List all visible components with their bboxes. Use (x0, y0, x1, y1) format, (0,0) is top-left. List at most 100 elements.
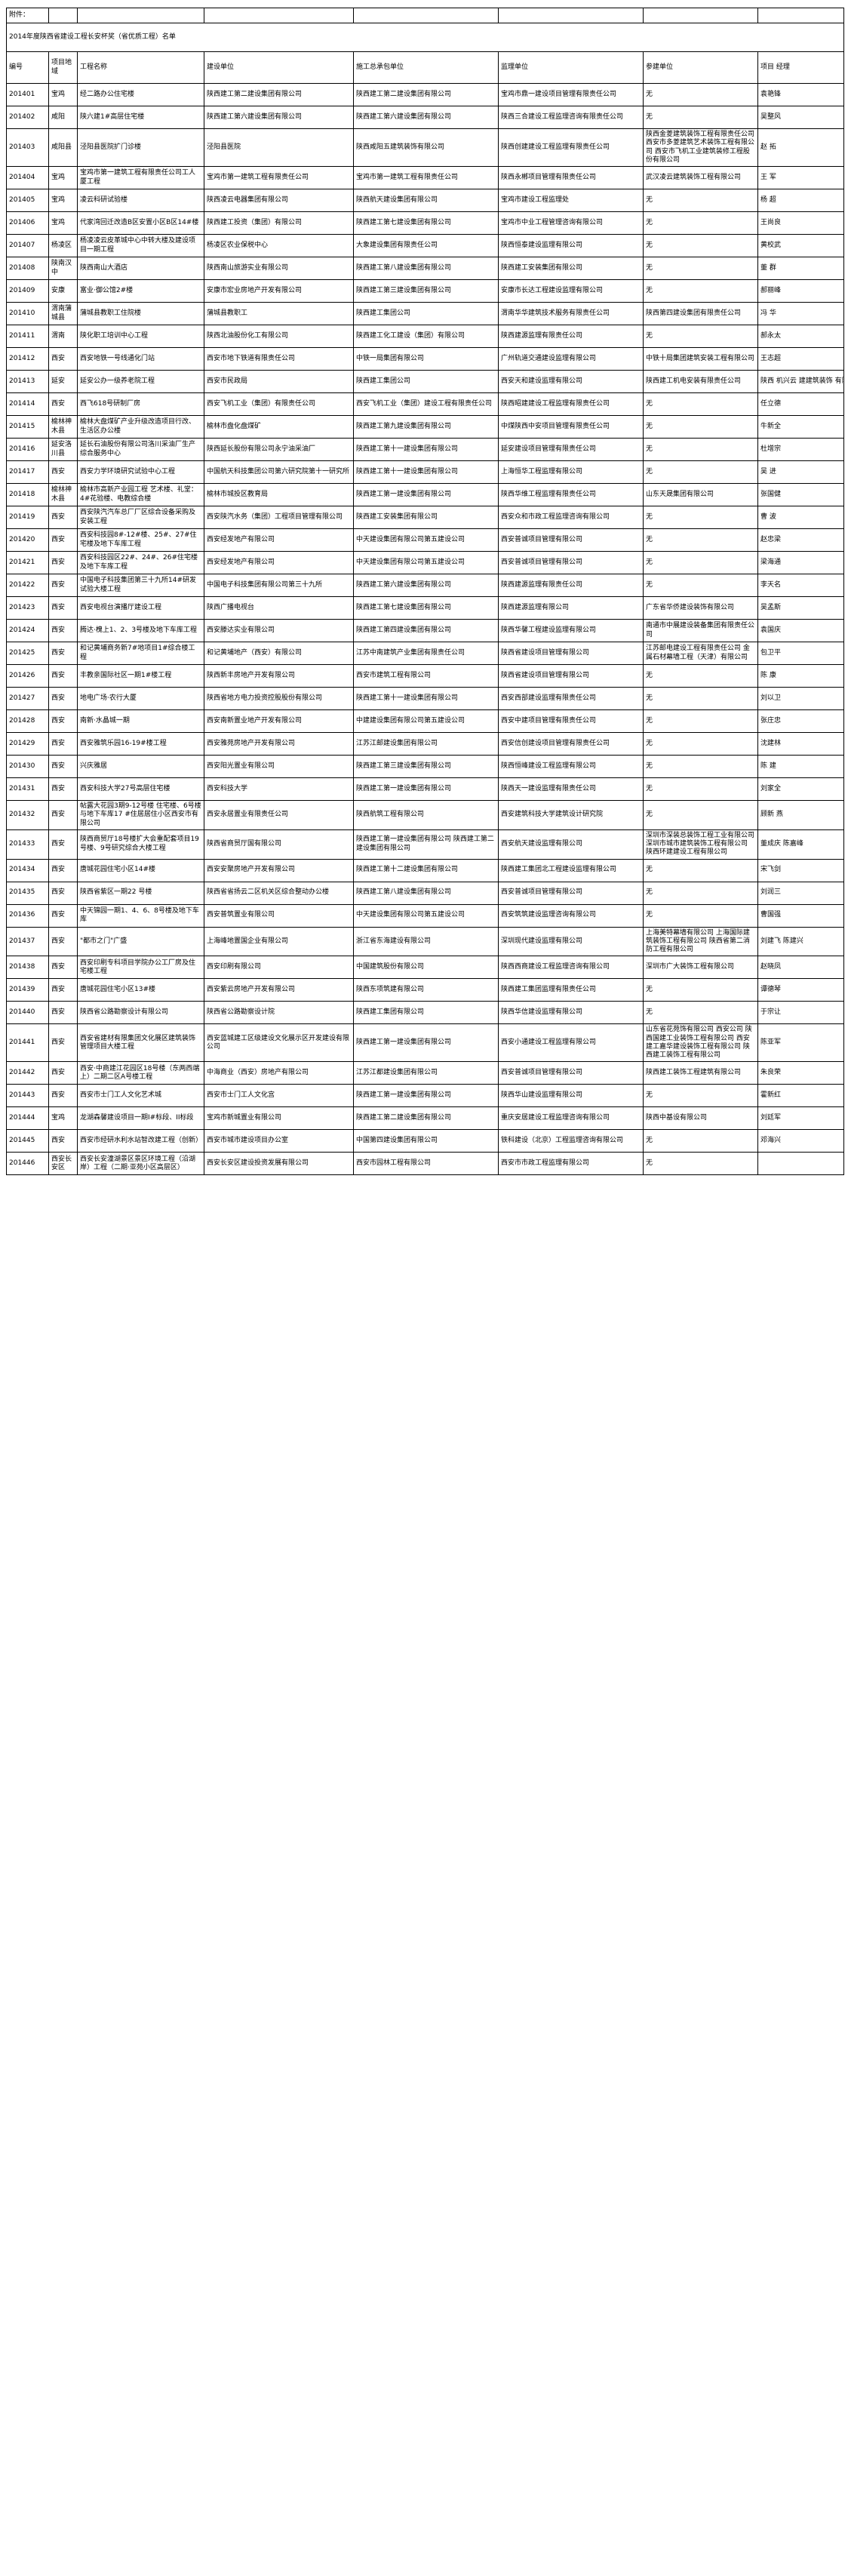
cell-region: 西安 (48, 551, 78, 574)
attachment-label: 附件： (6, 8, 49, 23)
cell-joint-unit: 无 (643, 858, 758, 882)
cell-supervisor: 宝鸡市鼎一建设项目管理有限责任公司 (498, 83, 644, 106)
table-row: 201409 安康 富业·御公馆2#楼 安康市宏业房地产开发有限公司 陕西建工第三建设集… (6, 279, 844, 303)
cell-manager: 董 群 (757, 257, 844, 280)
cell-manager: 霍新红 (757, 1084, 844, 1108)
cell-build-unit: 西安长安区建设投资发展有限公司 (204, 1152, 354, 1176)
cell-manager: 郝永太 (757, 325, 844, 348)
cell-supervisor: 西安市市政工程监理有限公司 (498, 1152, 644, 1176)
cell-build-unit: 西安陕汽水务（集团）工程项目管理有限公司 (204, 506, 354, 529)
cell-region: 咸阳县 (48, 128, 78, 167)
cell-contractor: 浙江省东海建设有限公司 (353, 926, 499, 957)
cell-joint-unit: 无 (643, 83, 758, 106)
cell-joint-unit: 无 (643, 1152, 758, 1176)
cell-supervisor: 重庆安居建设工程监理咨询有限公司 (498, 1106, 644, 1131)
cell-code: 201408 (6, 257, 49, 280)
cell-code: 201433 (6, 829, 49, 860)
table-row: 201439 西安 唐城花园住宅小区13#楼 西安紫云房地产开发有限公司 陕西东项筑建有… (6, 978, 844, 1002)
table-row: 201425 西安 和记黄埔商务新7#地项目1#综合楼工程 和记黄埔地产（西安）有限公… (6, 642, 844, 665)
cell-joint-unit: 无 (643, 1129, 758, 1153)
cell-region: 杨凌区 (48, 234, 78, 257)
cell-region: 西安 (48, 528, 78, 552)
table-row: 201422 西安 中国电子科技集团第三十九所14#研发试验大楼工程 中国电子科技集团… (6, 574, 844, 597)
cell-region: 西安 (48, 881, 78, 905)
cell-contractor: 陕西建工第七建设集团有限公司 (353, 596, 499, 620)
cell-project-name: 西安科技大学27号高层住宅楼 (77, 777, 204, 801)
cell-code: 201413 (6, 370, 49, 393)
cell-code: 201415 (6, 415, 49, 439)
award-list-table: 附件： 2014年度陕西省建设工程长安杯奖（省优质工程）名单 编号 项目地域 工… (6, 8, 844, 1176)
cell-build-unit: 杨凌区农业保税中心 (204, 234, 354, 257)
table-row: 201434 西安 唐城花园住宅小区14#楼 西安安聚房地产开发有限公司 陕西建工第十二… (6, 858, 844, 882)
cell-project-name: 陕西省紫区一期22 号楼 (77, 881, 204, 905)
cell-joint-unit: 无 (643, 279, 758, 303)
cell-code: 201427 (6, 687, 49, 710)
table-row: 201406 宝鸡 代家湾回迁改造B区安置小区B区14#楼 陕西建工投资（集团）有限公… (6, 211, 844, 235)
cell-contractor: 陕西航天建设集团有限公司 (353, 189, 499, 212)
cell-project-name: 榆林市高新产业园工程 艺术楼、礼堂：4#花验楼、电教综合楼 (77, 483, 204, 506)
title-row: 2014年度陕西省建设工程长安杯奖（省优质工程）名单 (6, 23, 844, 52)
cell-joint-unit: 南通市中展建设装备集团有限责任公司 (643, 619, 758, 642)
cell-region: 西安 (48, 1023, 78, 1063)
cell-manager: 冯 华 (757, 302, 844, 325)
cell-code: 201423 (6, 596, 49, 620)
cell-contractor: 陕西建工第三建设集团有限公司 (353, 279, 499, 303)
cell-code: 201440 (6, 1001, 49, 1025)
cell-supervisor: 陕西省建设项目管理有限公司 (498, 642, 644, 665)
cell-manager: 黄校武 (757, 234, 844, 257)
cell-manager: 吴孟斯 (757, 596, 844, 620)
cell-manager: 宋飞剑 (757, 858, 844, 882)
cell-manager: 陕西 机兴云 建建筑装饰 有限公司 (757, 370, 844, 393)
cell-build-unit: 中国电子科技集团有限公司第三十九所 (204, 574, 354, 597)
cell-region: 西安 (48, 709, 78, 733)
attachment-blank-5 (498, 8, 644, 23)
cell-build-unit: 西安滕达实业有限公司 (204, 619, 354, 642)
cell-supervisor: 陕西创建建设工程监理有限责任公司 (498, 128, 644, 167)
cell-code: 201435 (6, 881, 49, 905)
cell-region: 西安 (48, 755, 78, 778)
table-row: 201414 西安 西飞618号研制厂房 西安飞机工业（集团）有限责任公司 西安飞机工业… (6, 392, 844, 416)
cell-manager: 张庄忠 (757, 709, 844, 733)
cell-code: 201431 (6, 777, 49, 801)
cell-manager: 袁艳锋 (757, 83, 844, 106)
table-row: 201404 宝鸡 宝鸡市第一建筑工程有限责任公司工人厦工程 宝鸡市第一建筑工程有限责… (6, 166, 844, 189)
table-row: 201424 西安 腾达·槐上1、2、3号楼及地下车库工程 西安滕达实业有限公司 陕西建… (6, 619, 844, 642)
table-row: 201419 西安 西安陕汽汽车总厂厂区综合设备采购及安装工程 西安陕汽水务（集团）工… (6, 506, 844, 529)
table-row: 201445 西安 西安市经研水利水站智改建工程（创新） 西安市城市建设项目办公室 中国… (6, 1129, 844, 1153)
cell-supervisor: 渭南华华建筑技术服务有限责任公司 (498, 302, 644, 325)
cell-joint-unit: 无 (643, 234, 758, 257)
cell-joint-unit: 无 (643, 687, 758, 710)
cell-contractor: 中铁一局集团有限公司 (353, 347, 499, 371)
cell-contractor: 陕西建工第十一建设集团有限公司 (353, 460, 499, 484)
cell-joint-unit: 深圳市深装总装饰工程工业有限公司 深圳市城市建筑装饰工程有限公司 陕西环建建设工… (643, 829, 758, 860)
cell-code: 201428 (6, 709, 49, 733)
cell-project-name: 中天锦园一期1、4、6、8号楼及地下车库 (77, 903, 204, 928)
table-row: 201411 渭南 陕化职工培训中心工程 陕西北油股份化工有限公司 陕西建工化工建设（集… (6, 325, 844, 348)
table-row: 201401 宝鸡 经二路办公住宅楼 陕西建工第二建设集团有限公司 陕西建工第二建设集团… (6, 83, 844, 106)
cell-code: 201402 (6, 106, 49, 129)
cell-region: 西安 (48, 858, 78, 882)
cell-region: 宝鸡 (48, 1106, 78, 1131)
cell-contractor: 中天建设集团有限公司第五建设公司 (353, 903, 499, 928)
cell-build-unit: 西安雅苑房地产开发有限公司 (204, 732, 354, 756)
cell-project-name: 宝鸡市第一建筑工程有限责任公司工人厦工程 (77, 166, 204, 189)
cell-contractor: 陕西东项筑建有限公司 (353, 978, 499, 1002)
cell-supervisor: 陕西建源监理有限公司 (498, 596, 644, 620)
cell-project-name: 兴庆雅居 (77, 755, 204, 778)
cell-code: 201406 (6, 211, 49, 235)
cell-joint-unit: 无 (643, 325, 758, 348)
cell-region: 西安 (48, 619, 78, 642)
cell-build-unit: 中国航天科技集团公司第六研究院第十一研究所 (204, 460, 354, 484)
cell-region: 西安 (48, 506, 78, 529)
cell-region: 渭南蒲城县 (48, 302, 78, 325)
cell-joint-unit: 无 (643, 978, 758, 1002)
cell-project-name: 西安雅筑乐园16-19#楼工程 (77, 732, 204, 756)
cell-build-unit: 陕西建工投资（集团）有限公司 (204, 211, 354, 235)
cell-supervisor: 陕西建工安装集团有限公司 (498, 257, 644, 280)
cell-code: 201429 (6, 732, 49, 756)
cell-manager: 陈 康 (757, 664, 844, 688)
cell-manager: 曹 波 (757, 506, 844, 529)
cell-build-unit: 榆林市城投区教育局 (204, 483, 354, 506)
cell-region: 西安 (48, 460, 78, 484)
cell-supervisor: 西安小通建设工程监理有限公司 (498, 1023, 644, 1063)
